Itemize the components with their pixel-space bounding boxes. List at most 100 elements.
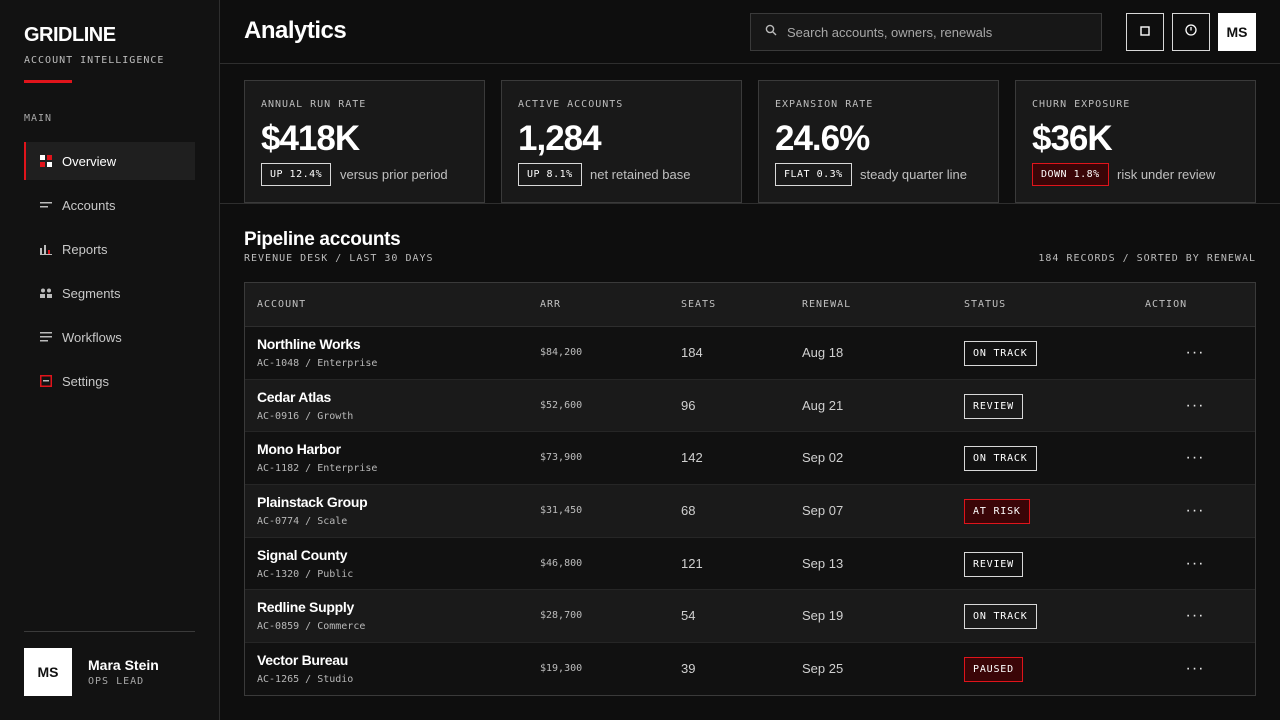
- sidebar-item-reports[interactable]: Reports: [24, 230, 195, 268]
- sidebar-divider: [24, 631, 195, 632]
- clock-icon: [1185, 23, 1197, 41]
- status-badge: AT RISK: [964, 499, 1030, 525]
- section-divider: [220, 203, 1280, 204]
- user-name: Mara Stein: [88, 657, 159, 673]
- account-id: AC-0859 / Commerce: [257, 621, 366, 633]
- more-actions-icon[interactable]: ···: [1185, 554, 1205, 572]
- sidebar-item-accounts[interactable]: Accounts: [24, 186, 195, 224]
- seats-value: 142: [681, 450, 703, 466]
- seats-value: 121: [681, 555, 703, 571]
- account-name[interactable]: Redline Supply: [257, 599, 354, 616]
- status-badge: ON TRACK: [964, 604, 1037, 630]
- status-badge: PAUSED: [964, 657, 1023, 683]
- column-header-account[interactable]: ACCOUNT: [257, 299, 307, 310]
- arr-value: $52,600: [540, 399, 583, 411]
- renewal-date: Sep 02: [802, 450, 844, 466]
- kpi-badge: DOWN 1.8%: [1032, 163, 1109, 186]
- grid-icon: [40, 155, 52, 167]
- seats-value: 54: [681, 608, 696, 624]
- lines-icon: [40, 199, 52, 211]
- kpi-badge: UP 12.4%: [261, 163, 332, 186]
- avatar-button[interactable]: MS: [1218, 13, 1256, 51]
- table-row[interactable]: Mono Harbor AC-1182 / Enterprise $73,900…: [245, 432, 1255, 486]
- kpi-note: net retained base: [590, 167, 691, 182]
- table-row[interactable]: Northline Works AC-1048 / Enterprise $84…: [245, 327, 1255, 380]
- seats-value: 96: [681, 397, 696, 413]
- avatar[interactable]: MS: [24, 648, 72, 696]
- kpi-note: steady quarter line: [860, 167, 967, 182]
- arr-value: $73,900: [540, 452, 583, 464]
- sidebar: GRIDLINE ACCOUNT INTELLIGENCE MAIN Overv…: [0, 0, 220, 720]
- more-actions-icon[interactable]: ···: [1185, 660, 1205, 678]
- column-header-status[interactable]: STATUS: [964, 299, 1007, 310]
- section-subtitle: REVENUE DESK / LAST 30 DAYS: [244, 253, 434, 264]
- status-badge: REVIEW: [964, 393, 1023, 419]
- table-row[interactable]: Signal County AC-1320 / Public $46,800 1…: [245, 537, 1255, 591]
- account-id: AC-1182 / Enterprise: [257, 463, 378, 475]
- arr-value: $19,300: [540, 663, 583, 675]
- square-icon: [1140, 23, 1150, 41]
- users-icon: [40, 287, 52, 299]
- nav-section-label: MAIN: [24, 113, 53, 124]
- top-header: Analytics MS: [220, 0, 1280, 64]
- account-id: AC-1265 / Studio: [257, 674, 354, 686]
- status-badge: ON TRACK: [964, 446, 1037, 472]
- account-name[interactable]: Cedar Atlas: [257, 388, 331, 405]
- kpi-note: versus prior period: [340, 167, 448, 182]
- sidebar-item-label: Settings: [62, 373, 109, 389]
- table-row[interactable]: Cedar Atlas AC-0916 / Growth $52,600 96 …: [245, 379, 1255, 433]
- seats-value: 39: [681, 661, 696, 677]
- sidebar-item-label: Reports: [62, 241, 108, 257]
- kpi-label: CHURN EXPOSURE: [1032, 99, 1131, 110]
- kpi-badge: UP 8.1%: [518, 163, 582, 186]
- column-header-renewal[interactable]: RENEWAL: [802, 299, 852, 310]
- sidebar-item-label: Workflows: [62, 329, 122, 345]
- sidebar-item-overview[interactable]: Overview: [24, 142, 195, 180]
- kpi-card-expansion-rate: EXPANSION RATE 24.6% FLAT 0.3% steady qu…: [758, 80, 999, 203]
- more-actions-icon[interactable]: ···: [1185, 502, 1205, 520]
- more-actions-icon[interactable]: ···: [1185, 344, 1205, 361]
- column-header-arr[interactable]: ARR: [540, 299, 562, 310]
- column-header-seats[interactable]: SEATS: [681, 299, 717, 310]
- search-input[interactable]: [787, 24, 1087, 40]
- table-row[interactable]: Plainstack Group AC-0774 / Scale $31,450…: [245, 485, 1255, 538]
- sidebar-item-label: Segments: [62, 285, 121, 301]
- account-id: AC-0774 / Scale: [257, 516, 348, 528]
- sidebar-item-settings[interactable]: Settings: [24, 362, 195, 400]
- renewal-date: Sep 07: [802, 503, 844, 519]
- account-id: AC-0916 / Growth: [257, 410, 354, 422]
- section-title: Pipeline accounts: [244, 229, 401, 250]
- search-icon: [765, 23, 777, 41]
- account-id: AC-1320 / Public: [257, 568, 354, 580]
- account-name[interactable]: Plainstack Group: [257, 494, 368, 511]
- arr-value: $28,700: [540, 610, 583, 622]
- account-name[interactable]: Signal County: [257, 546, 348, 563]
- more-actions-icon[interactable]: ···: [1185, 396, 1205, 414]
- kpi-label: ANNUAL RUN RATE: [261, 99, 367, 110]
- kpi-note: risk under review: [1117, 167, 1216, 182]
- sidebar-item-workflows[interactable]: Workflows: [24, 318, 195, 356]
- account-name[interactable]: Northline Works: [257, 336, 361, 352]
- sidebar-item-segments[interactable]: Segments: [24, 274, 195, 312]
- kpi-label: ACTIVE ACCOUNTS: [518, 99, 624, 110]
- clock-button[interactable]: [1172, 13, 1210, 51]
- more-actions-icon[interactable]: ···: [1185, 607, 1205, 625]
- window-icon: [40, 375, 52, 387]
- table-row[interactable]: Redline Supply AC-0859 / Commerce $28,70…: [245, 590, 1255, 644]
- seats-value: 184: [681, 345, 703, 360]
- account-name[interactable]: Mono Harbor: [257, 441, 341, 458]
- window-button[interactable]: [1126, 13, 1164, 51]
- table-header: ACCOUNT ARR SEATS RENEWAL STATUS ACTION: [245, 283, 1255, 327]
- search-box[interactable]: [750, 13, 1102, 51]
- kpi-value: $418K: [261, 119, 360, 158]
- user-role: OPS LEAD: [88, 676, 145, 687]
- kpi-card-active-accounts: ACTIVE ACCOUNTS 1,284 UP 8.1% net retain…: [501, 80, 742, 203]
- account-name[interactable]: Vector Bureau: [257, 652, 349, 669]
- kpi-value: 1,284: [518, 119, 602, 158]
- arr-value: $46,800: [540, 557, 583, 569]
- account-id: AC-1048 / Enterprise: [257, 358, 378, 369]
- sidebar-nav: Overview Accounts Reports Segments Workf…: [24, 142, 195, 406]
- table-row[interactable]: Vector Bureau AC-1265 / Studio $19,300 3…: [245, 643, 1255, 695]
- renewal-date: Aug 21: [802, 397, 844, 413]
- more-actions-icon[interactable]: ···: [1185, 449, 1205, 467]
